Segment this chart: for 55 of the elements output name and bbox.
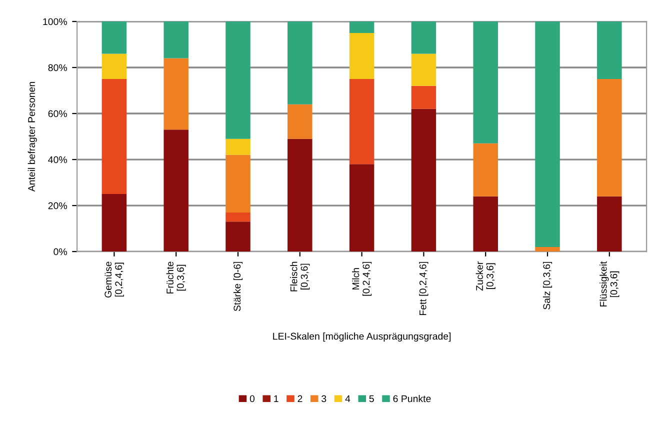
legend-label: 1 [274, 395, 278, 402]
bar [102, 54, 127, 80]
x-axis-title: LEI-Skalen [mögliche Ausprägungsgrade] [273, 332, 451, 342]
x-tick-label: Früchte [0,3,6] [166, 262, 186, 294]
y-tick-label: 20% [48, 202, 67, 210]
bar [349, 22, 374, 33]
bar [102, 22, 127, 54]
legend-label: 5 [369, 395, 374, 402]
legend-label: 2 [298, 395, 302, 402]
x-tick-label: Salz [0,3,6] [542, 262, 552, 310]
bar [226, 138, 250, 155]
bar [164, 58, 188, 130]
x-tick-label: Stärke [0-6] [233, 262, 243, 312]
x-tick-label: Zucker [0,3,6] [476, 261, 496, 291]
bar [535, 246, 560, 252]
bar [288, 22, 312, 104]
x-tick-label: Gemüse [0,2,4,6] [104, 262, 124, 298]
y-tick-label: 40% [48, 156, 67, 164]
bar [288, 138, 312, 252]
bar [226, 22, 250, 139]
legend-label: 4 [345, 395, 350, 402]
bar [411, 108, 436, 252]
x-tick-label: Fleisch [0,3,6] [290, 262, 310, 292]
bar [226, 154, 250, 212]
bar [411, 22, 436, 54]
bar [473, 22, 498, 144]
bar [102, 194, 127, 252]
y-tick-label: 100% [43, 18, 67, 26]
bar [411, 54, 436, 86]
y-axis-title: Anteil befragter Personen [28, 82, 37, 192]
y-tick-label: 60% [48, 110, 67, 118]
bar [597, 79, 622, 196]
y-tick-label: 0% [54, 248, 67, 256]
bar [349, 79, 374, 164]
y-tick-label: 80% [48, 64, 67, 72]
bar [226, 222, 250, 252]
bar [535, 22, 560, 247]
bar [411, 86, 436, 109]
legend-label: 6 Punkte [393, 394, 431, 402]
legend-label: 0 [250, 395, 255, 402]
bar [349, 33, 374, 80]
x-tick-label: Fett [0,2,4,6] [419, 262, 428, 316]
bar [349, 164, 374, 252]
bar [288, 104, 312, 139]
bar [473, 143, 498, 196]
legend-label: 3 [322, 395, 326, 402]
x-tick-label: Flüssigkeit [0,3,6] [600, 261, 620, 306]
bar [226, 212, 250, 222]
bar [597, 196, 622, 252]
bar [164, 22, 188, 58]
x-tick-label: Milch [0,2,4,6] [352, 262, 372, 296]
bar [102, 79, 127, 194]
bar [164, 130, 188, 252]
bar [597, 22, 622, 80]
bar [473, 196, 498, 252]
